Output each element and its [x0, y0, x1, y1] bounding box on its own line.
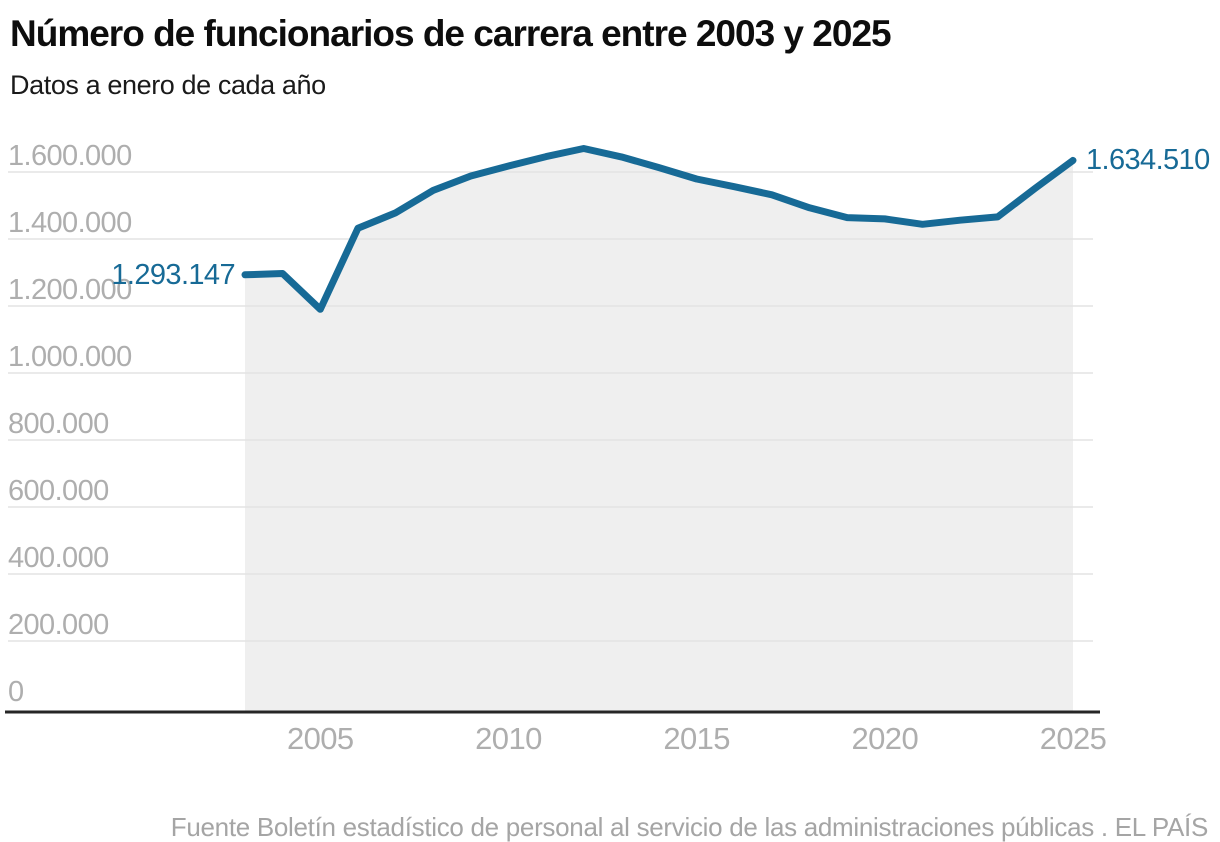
x-axis-line: [5, 710, 1100, 714]
y-tick-label: 200.000: [8, 609, 109, 641]
chart-subtitle: Datos a enero de cada año: [10, 70, 326, 100]
x-tick-label: 2005: [286, 721, 354, 756]
y-tick-label: 800.000: [8, 408, 109, 440]
x-tick-label: 2015: [663, 721, 730, 756]
x-tick-label: 2020: [851, 721, 919, 756]
area-fill: [245, 148, 1073, 711]
last-point-label: 1.634.510: [1086, 144, 1210, 177]
y-tick-label: 1.400.000: [8, 207, 132, 239]
y-tick-label: 0: [8, 676, 24, 708]
first-point-label: 1.293.147: [111, 258, 235, 291]
chart-title: Número de funcionarios de carrera entre …: [10, 13, 892, 54]
chart-header: Número de funcionarios de carrera entre …: [10, 12, 1210, 100]
y-tick-label: 600.000: [8, 475, 109, 507]
x-tick-label: 2010: [475, 721, 542, 756]
trend-line: [241, 145, 1077, 313]
y-tick-label: 400.000: [8, 542, 109, 574]
y-tick-label: 1.600.000: [8, 140, 132, 172]
x-tick-label: 2025: [1039, 721, 1107, 756]
y-tick-label: 1.200.000: [8, 274, 132, 306]
y-tick-label: 1.000.000: [8, 341, 132, 373]
source-credit: Fuente Boletín estadístico de personal a…: [170, 812, 1209, 842]
